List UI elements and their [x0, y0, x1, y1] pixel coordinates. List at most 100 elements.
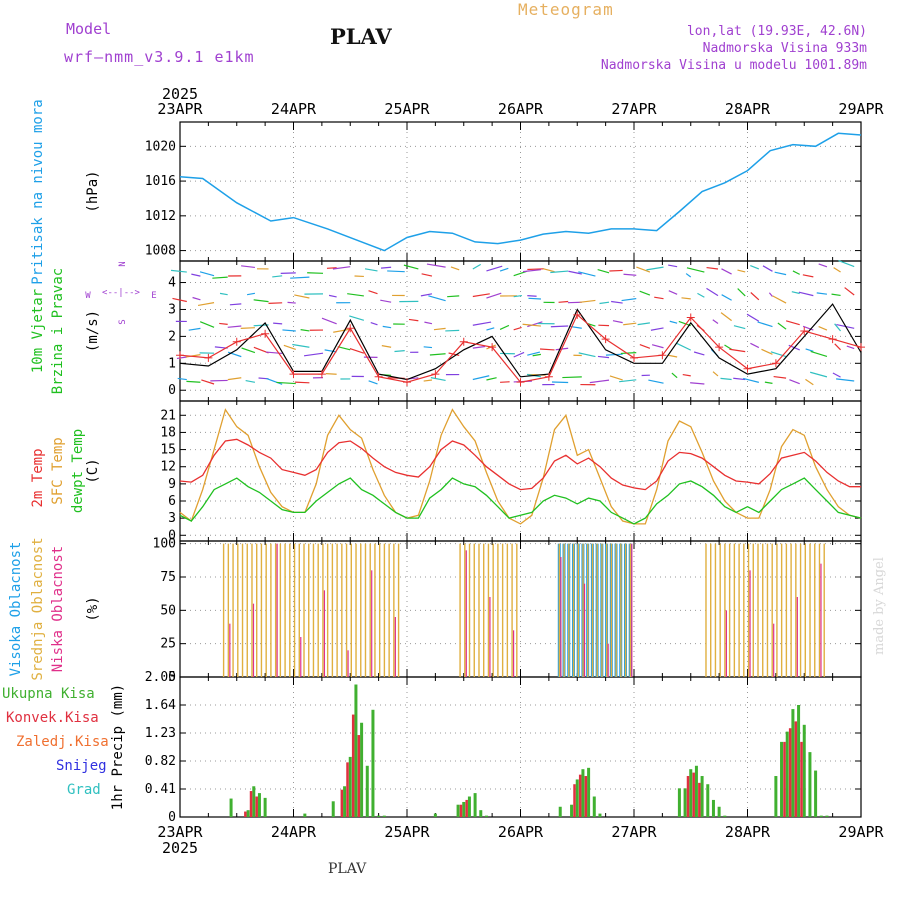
wind-arrow	[381, 345, 392, 348]
wind-arrow	[321, 317, 337, 325]
wind-arrow	[527, 294, 537, 297]
precip-legend-label: Ukupna Kisa	[2, 686, 95, 702]
wind-arrow	[836, 378, 855, 382]
cloud-mid-bar	[317, 543, 319, 677]
wind-gust-marker	[686, 313, 695, 322]
cloud-mid-bar	[473, 543, 475, 677]
cloud-mid-bar	[312, 543, 315, 677]
precip-total-bar	[331, 801, 335, 817]
wind-arrow	[693, 351, 705, 356]
y-axis-label: (C)	[85, 458, 101, 483]
wind-arrow	[527, 321, 543, 328]
precip-conv-bar	[584, 776, 588, 817]
wind-arrow	[550, 270, 569, 274]
wind-gust-marker	[828, 335, 837, 344]
wind-arrow	[774, 271, 787, 276]
cloud-mid-bar	[322, 543, 324, 677]
cloud-mid-bar	[776, 543, 778, 677]
cloud-mid-bar	[804, 543, 806, 677]
cloud-low-bar	[560, 557, 562, 677]
precip-conv-bar	[244, 811, 247, 817]
y-tick-label: 9	[168, 477, 176, 492]
cloud-mid-bar	[345, 543, 348, 677]
cloud-mid-bar	[795, 543, 797, 677]
wind-arrow	[733, 325, 746, 330]
wind-arrow	[846, 345, 855, 350]
cloud-mid-bar	[572, 543, 575, 677]
wind-arrow	[832, 372, 841, 378]
date-tick-label-bottom: 29APR	[838, 823, 884, 841]
cloud-low-bar	[773, 623, 775, 677]
wind-arrow	[276, 381, 296, 385]
wind-arrow	[513, 294, 522, 298]
wind-arrow	[527, 268, 545, 271]
wind-arrow	[349, 348, 365, 354]
dir-legend-w: W	[85, 291, 91, 301]
precip-total-bar	[802, 724, 806, 817]
wind-arrow	[668, 264, 678, 268]
pressure-line	[179, 132, 862, 252]
cloud-high-side-label: Visoka Oblacnost	[8, 542, 24, 677]
wind-arrow	[199, 321, 215, 328]
cloud-mid-bar	[738, 543, 740, 677]
precip-total-bar	[377, 815, 381, 817]
cloud-mid-bar	[393, 543, 395, 677]
wind-arrow	[589, 379, 610, 384]
cloud-low-bar	[607, 643, 609, 677]
cloud-mid-bar	[468, 543, 471, 677]
y-tick-label: 1.64	[145, 698, 176, 713]
wind-arrow	[447, 295, 460, 298]
cloud-low-bar	[749, 570, 751, 677]
wind-arrow	[253, 299, 269, 303]
cloud-mid-bar	[360, 543, 362, 677]
model-altitude-label: Nadmorska Visina u modelu 1001.89m	[600, 58, 867, 73]
precip-conv-bar	[800, 741, 803, 817]
wind-arrow	[227, 325, 242, 328]
cloud-mid-bar	[762, 543, 764, 677]
precip-total-bar	[808, 752, 812, 817]
y-tick-label: 50	[160, 603, 176, 618]
cloud-low-bar	[394, 617, 396, 677]
precip-total-bar	[587, 767, 591, 817]
cloud-mid-bar	[293, 543, 296, 677]
t2m-side-label: 2m Temp	[30, 448, 46, 507]
wind-arrow	[424, 321, 433, 325]
wind-arrow	[746, 313, 760, 322]
wind-arrow	[294, 381, 310, 384]
cloud-mid-bar	[568, 543, 570, 677]
cloud-mid-bar	[289, 543, 291, 677]
wind-arrow	[186, 380, 201, 383]
wind-arrow	[646, 266, 664, 271]
cloud-mid-bar	[270, 543, 272, 677]
precip-total-bar	[575, 779, 579, 817]
wind-arrow	[770, 351, 787, 358]
cloud-low-bar	[465, 550, 467, 677]
precip-total-bar	[723, 815, 727, 817]
cloud-low-bar	[796, 597, 798, 677]
tdew-side-label: dewpt Temp	[70, 429, 86, 513]
precip-total-bar	[433, 813, 437, 817]
cloud-mid-bar	[331, 543, 334, 677]
wind-arrow	[605, 353, 623, 356]
cloud-low-bar	[347, 650, 349, 677]
wind-gust-marker	[715, 343, 724, 352]
wind-arrow	[486, 377, 497, 381]
wind-gust-marker	[658, 351, 667, 360]
precip-legend-label: Snijeg	[56, 758, 107, 774]
cloud-mid-bar	[766, 543, 769, 677]
wind-arrow	[421, 273, 433, 277]
cloud-mid-bar	[558, 543, 561, 677]
y-tick-label: 2.05	[145, 670, 176, 685]
wind-arrow	[290, 276, 310, 279]
date-tick-label-bottom: 24APR	[271, 823, 317, 841]
cloud-mid-bar	[501, 543, 504, 677]
precip-conv-bar	[351, 714, 355, 817]
wind-arrow	[810, 371, 828, 378]
year-label-bottom: 2025	[162, 839, 198, 857]
date-tick-label-bottom: 25APR	[384, 823, 430, 841]
y-tick-label: 15	[160, 443, 176, 458]
wind-arrow	[380, 266, 392, 269]
wind-arrow	[370, 321, 378, 326]
y-tick-label: 21	[160, 408, 176, 423]
